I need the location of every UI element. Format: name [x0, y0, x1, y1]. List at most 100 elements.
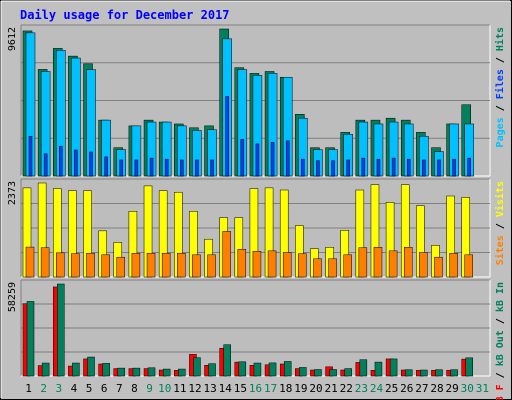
bar-files-day-29: [452, 158, 456, 177]
bar-sites-day-25: [388, 250, 398, 278]
bar-sites-day-23: [358, 247, 368, 278]
day-label-20: 20: [309, 382, 322, 395]
bar-kb-in-day-22: [344, 368, 352, 377]
bar-sites-day-4: [71, 253, 80, 278]
legend-entry-kb-out: kB Out: [495, 330, 506, 366]
panel-1-legend: Pages / Files / Hits: [494, 27, 506, 147]
bar-sites-day-28: [434, 256, 443, 278]
day-label-3: 3: [56, 382, 63, 395]
day-label-14: 14: [219, 382, 233, 395]
legend-entry-sites: Sites: [494, 235, 506, 265]
bar-kb-in-day-27: [420, 369, 428, 377]
bar-sites-day-29: [449, 252, 458, 278]
bar-files-day-28: [437, 159, 441, 177]
day-label-26: 26: [400, 382, 413, 395]
panel-2-legend: Sites / Visits: [494, 181, 506, 265]
bar-kb-in-day-11: [178, 368, 186, 377]
bar-sites-day-14: [222, 231, 231, 278]
bar-kb-in-day-30: [465, 357, 473, 377]
panel-1-max-label: 9612: [7, 27, 18, 51]
bar-files-day-21: [331, 160, 335, 177]
day-label-12: 12: [188, 382, 201, 395]
bar-kb-in-day-23: [359, 359, 368, 377]
legend-separator: /: [495, 51, 506, 69]
panel-2-max-label: 2373: [7, 181, 18, 205]
bar-sites-day-21: [328, 258, 337, 278]
chart-title: Daily usage for December 2017: [20, 8, 230, 22]
bar-files-day-14: [225, 96, 229, 177]
day-label-2: 2: [40, 382, 47, 395]
day-label-23: 23: [355, 382, 368, 395]
bar-files-day-19: [301, 158, 305, 177]
bar-files-day-18: [285, 140, 290, 177]
bar-files-day-17: [270, 142, 275, 177]
day-label-8: 8: [131, 382, 138, 395]
bar-sites-day-5: [86, 252, 95, 278]
bar-files-day-11: [180, 159, 184, 177]
day-label-5: 5: [86, 382, 93, 395]
legend-entry-visits: Visits: [494, 181, 506, 217]
bar-files-day-5: [89, 151, 93, 177]
bar-kb-in-day-10: [162, 368, 171, 377]
day-label-16: 16: [249, 382, 262, 395]
bar-files-day-24: [376, 158, 381, 177]
bar-kb-in-day-13: [208, 363, 216, 377]
panel-3-max-label: 58259: [7, 282, 18, 312]
bar-files-day-22: [346, 159, 350, 177]
bar-kb-in-day-26: [404, 369, 413, 377]
bar-sites-day-2: [40, 247, 50, 278]
bar-sites-day-27: [419, 252, 428, 278]
day-label-24: 24: [370, 382, 384, 395]
bar-files-day-27: [422, 159, 426, 177]
day-label-17: 17: [264, 382, 277, 395]
bar-files-day-30: [467, 157, 471, 177]
bar-kb-in-day-20: [314, 369, 322, 377]
bar-files-day-26: [406, 158, 411, 177]
legend-entry-kb-f: kB F: [495, 384, 506, 400]
bar-sites-day-20: [313, 258, 322, 278]
bar-kb-in-day-6: [102, 363, 110, 377]
bar-files-day-9: [149, 157, 154, 177]
day-label-4: 4: [71, 382, 78, 395]
bar-sites-day-19: [298, 253, 307, 278]
bar-kb-in-day-1: [26, 301, 35, 377]
legend-entry-kb-in: kB In: [495, 282, 506, 312]
bar-files-day-16: [255, 143, 260, 177]
bar-kb-in-day-14: [223, 344, 231, 377]
bar-files-day-7: [119, 159, 124, 177]
bar-sites-day-11: [177, 252, 186, 278]
bar-sites-day-9: [146, 252, 156, 278]
day-label-22: 22: [340, 382, 353, 395]
bar-files-day-13: [210, 159, 214, 177]
bar-kb-in-day-18: [283, 361, 292, 377]
bar-files-day-2: [43, 153, 48, 177]
bar-files-day-15: [240, 139, 245, 177]
bar-files-day-23: [361, 157, 366, 177]
bar-kb-in-day-16: [253, 362, 262, 377]
bar-sites-day-10: [161, 252, 171, 278]
bar-kb-in-day-24: [374, 361, 383, 377]
bar-files-day-12: [195, 159, 199, 177]
day-label-30: 30: [461, 382, 474, 395]
bar-sites-day-15: [237, 249, 247, 278]
day-label-13: 13: [203, 382, 216, 395]
bar-kb-in-day-28: [435, 369, 443, 377]
bar-kb-in-day-21: [329, 369, 337, 377]
day-label-18: 18: [279, 382, 292, 395]
legend-entry-pages: Pages: [495, 117, 506, 147]
legend-entry-files: Files: [494, 69, 506, 99]
bar-sites-day-24: [373, 247, 383, 278]
legend-entry-hits: Hits: [494, 27, 506, 51]
bar-sites-day-7: [116, 256, 126, 278]
bar-sites-day-13: [207, 254, 216, 278]
day-label-31: 31: [476, 382, 489, 395]
bar-kb-in-day-3: [57, 283, 65, 377]
bar-files-day-20: [316, 160, 320, 177]
day-label-28: 28: [430, 382, 443, 395]
legend-separator: /: [495, 99, 506, 117]
bar-kb-in-day-9: [147, 367, 156, 377]
bar-sites-day-8: [131, 252, 141, 278]
bar-kb-in-day-8: [132, 367, 141, 377]
day-label-25: 25: [385, 382, 398, 395]
